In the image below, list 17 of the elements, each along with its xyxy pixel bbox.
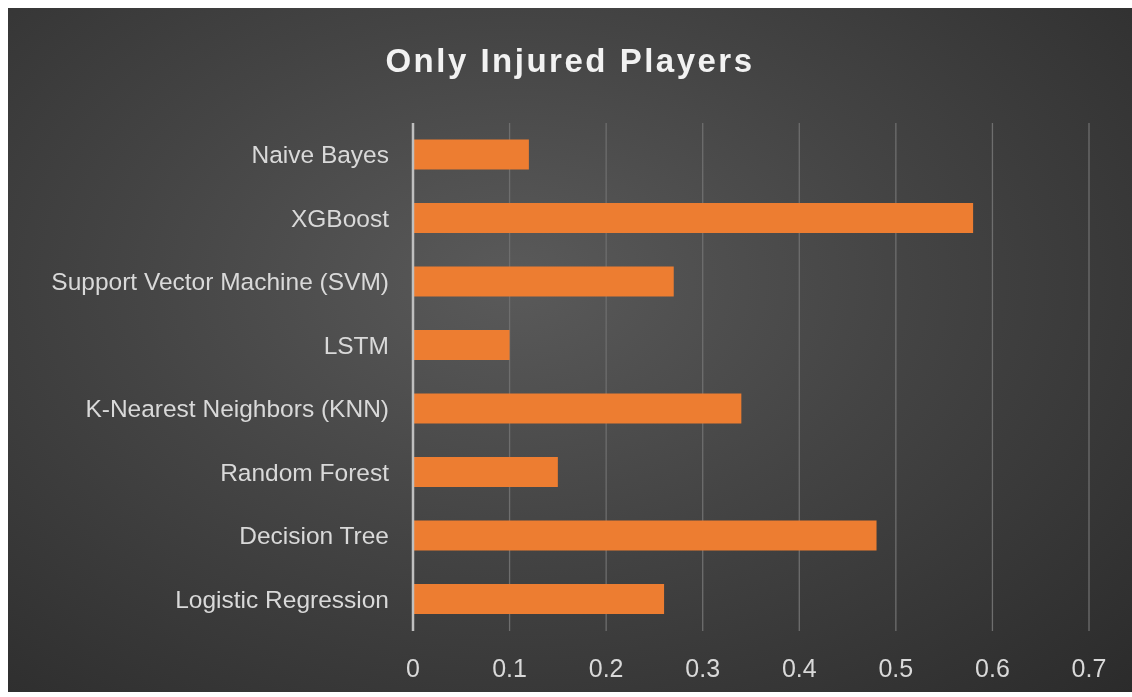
x-tick-label: 0.3 [685, 653, 721, 682]
y-tick-label: Decision Tree [239, 522, 389, 550]
x-tick-label: 0.4 [781, 653, 817, 682]
y-tick-label: Naive Bayes [251, 141, 389, 169]
y-tick-label: K-Nearest Neighbors (KNN) [85, 395, 389, 423]
x-tick-label: 0.7 [1071, 653, 1107, 682]
y-tick-label: Support Vector Machine (SVM) [51, 268, 389, 296]
x-tick-label: 0.5 [878, 653, 914, 682]
y-tick-label: Random Forest [220, 458, 390, 486]
x-tick-label: 0.2 [588, 653, 624, 682]
chart-title: Only Injured Players [384, 41, 756, 81]
x-tick-label: 0 [406, 653, 420, 682]
y-tick-label: LSTM [323, 331, 389, 359]
y-tick-label: Logistic Regression [175, 585, 389, 613]
x-tick-label: 0.1 [492, 653, 527, 682]
x-tick-label: 0.6 [975, 653, 1010, 682]
y-tick-label: XGBoost [290, 204, 390, 232]
